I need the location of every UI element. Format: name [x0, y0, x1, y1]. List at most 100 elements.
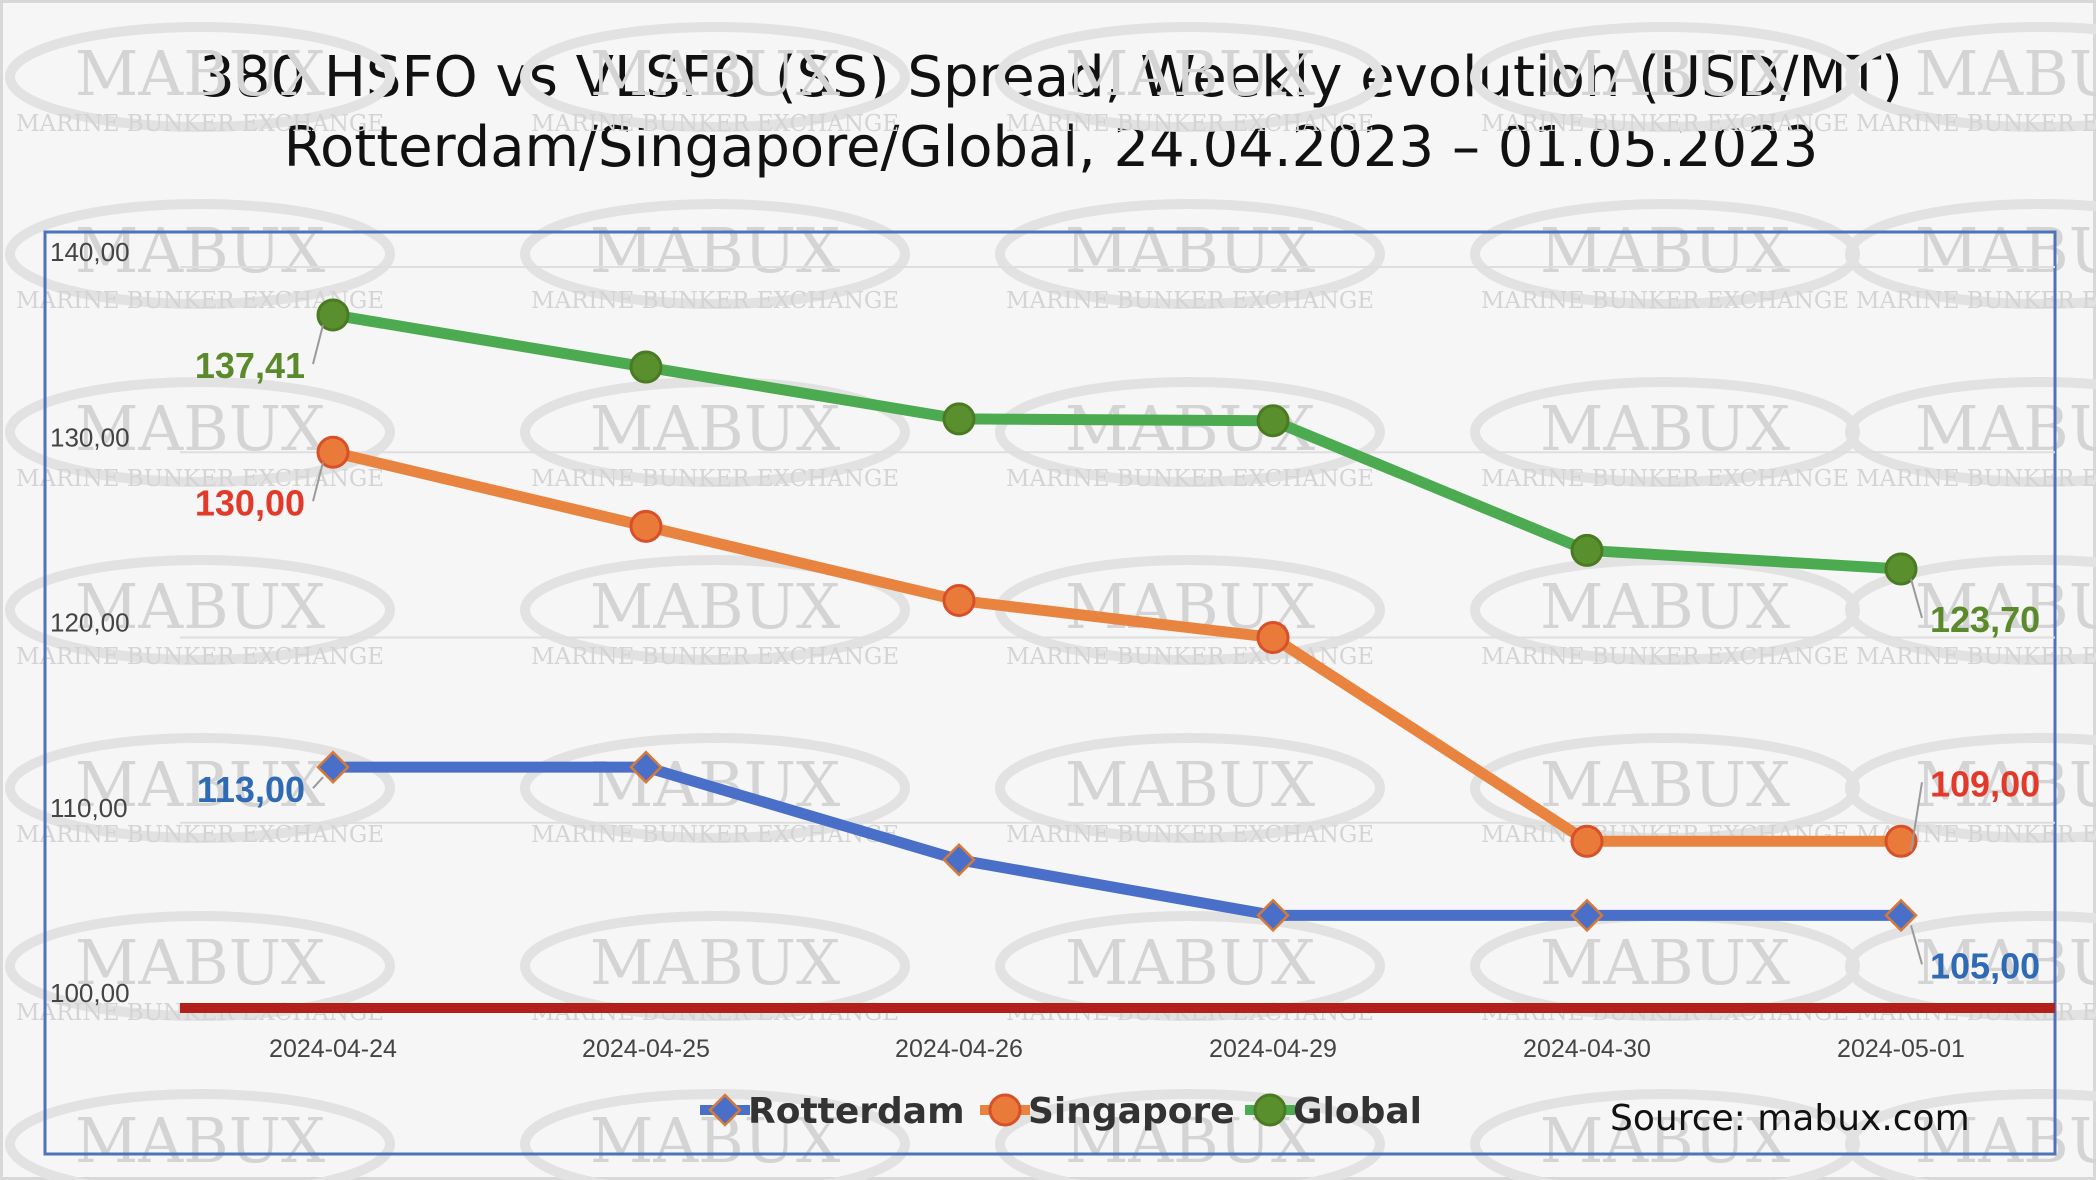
data-label-leader: [312, 462, 324, 502]
watermark-brand: MABUX: [1915, 1104, 2096, 1177]
watermark-brand: MABUX: [75, 214, 325, 287]
data-label-global: 123,70: [1930, 599, 2040, 640]
data-label-rotterdam: 105,00: [1930, 945, 2040, 986]
data-label-global: 137,41: [195, 345, 305, 386]
legend-item-rotterdam: Rotterdam: [700, 1091, 965, 1132]
watermark-brand: MABUX: [1065, 37, 1315, 110]
watermark-tagline: MARINE BUNKER EXCHANGE: [1481, 111, 1849, 137]
watermark-tagline: MARINE BUNKER EXCHANGE: [1006, 111, 1374, 137]
chart-subtitle-line: Rotterdam/Singapore/Global, 24.04.2023 –…: [283, 115, 1819, 180]
watermark-tagline: MARINE BUNKER EXCHANGE: [1481, 288, 1849, 314]
data-label-leader: [312, 324, 324, 365]
watermark-tagline: MARINE BUNKER EXCHANGE: [531, 111, 899, 137]
data-label-leader: [1910, 578, 1923, 619]
chart-title: 380 HSFO vs VLSFO (SS) Spread, Weekly ev…: [3, 43, 2096, 183]
watermark-brand: MABUX: [590, 37, 840, 110]
legend-item-global: Global: [1245, 1091, 1422, 1132]
watermark-tagline: MARINE BUNKER EXCHANGE: [1481, 644, 1849, 670]
watermark-brand: MABUX: [1915, 37, 2096, 110]
series-line-global: [332, 309, 1902, 575]
watermark-brand: MABUX: [1540, 748, 1790, 821]
x-tick-label: 2024-04-24: [269, 1035, 397, 1063]
data-point-rotterdam: [629, 750, 663, 784]
watermark-tagline: MARINE BUNKER EXCHANGE: [16, 822, 384, 848]
data-point-rotterdam: [942, 843, 976, 877]
series-line-rotterdam: [333, 761, 1901, 921]
watermark-tagline: MARINE BUNKER EXCHANGE: [1481, 1178, 1849, 1180]
watermark-tagline: MARINE BUNKER EXCHANGE: [16, 466, 384, 492]
data-point-singapore: [942, 583, 976, 617]
data-point-singapore: [1256, 621, 1290, 654]
data-point-rotterdam: [1884, 898, 1918, 933]
watermark-brand: MABUX: [1915, 570, 2096, 643]
watermark-brand: MABUX: [75, 1104, 325, 1177]
watermark-tagline: MARINE BUNKER EXCHANGE: [1856, 288, 2096, 314]
watermark-tagline: MARINE BUNKER EXCHANGE: [1481, 466, 1849, 492]
watermark-brand: MABUX: [1065, 748, 1315, 821]
x-tick-label: 2024-04-30: [1523, 1035, 1651, 1063]
watermark-brand: MABUX: [1540, 37, 1790, 110]
data-point-singapore: [1884, 824, 1918, 858]
legend-item-singapore: Singapore: [980, 1091, 1235, 1132]
watermark-tagline: MARINE BUNKER EXCHANGE: [531, 466, 899, 492]
watermark-tagline: MARINE BUNKER EXCHANGE: [1006, 288, 1374, 314]
data-point-singapore: [629, 509, 663, 543]
watermark-brand: MABUX: [1915, 748, 2096, 821]
data-point-global: [316, 298, 350, 332]
legend: Rotterdam Singapore Global: [700, 1091, 1422, 1132]
watermark-tagline: MARINE BUNKER EXCHANGE: [16, 644, 384, 670]
watermark-brand: MABUX: [1540, 570, 1790, 643]
y-tick-label: 100,00: [50, 978, 130, 1008]
x-tick-label: 2024-05-01: [1837, 1035, 1965, 1063]
data-point-rotterdam: [1570, 898, 1604, 933]
chart-title-line: 380 HSFO vs VLSFO (SS) Spread, Weekly ev…: [199, 45, 1903, 110]
data-point-global: [1570, 533, 1604, 567]
watermark-brand: MABUX: [590, 214, 840, 287]
watermark-tagline: MARINE BUNKER EXCHANGE: [531, 288, 899, 314]
y-tick-label: 140,00: [50, 237, 130, 267]
watermark-brand: MABUX: [75, 570, 325, 643]
data-point-global: [629, 350, 663, 384]
data-point-rotterdam: [1256, 898, 1290, 933]
watermark-brand: MABUX: [590, 570, 840, 643]
watermark-brand: MABUX: [590, 926, 840, 999]
data-point-global: [1256, 404, 1290, 438]
data-label-leader: [1910, 782, 1923, 852]
x-tick-label: 2024-04-29: [1209, 1035, 1337, 1063]
watermark-brand: MABUX: [1540, 392, 1790, 465]
legend-swatch-marker: [708, 1093, 742, 1127]
watermark-tagline: MARINE BUNKER EXCHANGE: [531, 1178, 899, 1180]
data-label-singapore: 109,00: [1930, 763, 2040, 804]
source-note: Source: mabux.com: [1610, 1098, 1970, 1139]
watermark-brand: MABUX: [1540, 214, 1790, 287]
watermark-brand: MABUX: [1540, 1104, 1790, 1177]
watermark-brand: MABUX: [75, 926, 325, 999]
watermark-tagline: MARINE BUNKER EXCHANGE: [16, 111, 384, 137]
watermark-brand: MABUX: [1540, 926, 1790, 999]
legend-label: Global: [1293, 1091, 1422, 1132]
x-tick-label: 2024-04-25: [582, 1035, 710, 1063]
y-tick-label: 130,00: [50, 422, 130, 452]
data-label-leader: [1910, 925, 1923, 965]
legend-label: Rotterdam: [748, 1091, 965, 1132]
watermark-brand: MABUX: [75, 748, 325, 821]
plot-area-border: [43, 230, 2057, 1156]
y-tick-label: 120,00: [50, 608, 130, 638]
